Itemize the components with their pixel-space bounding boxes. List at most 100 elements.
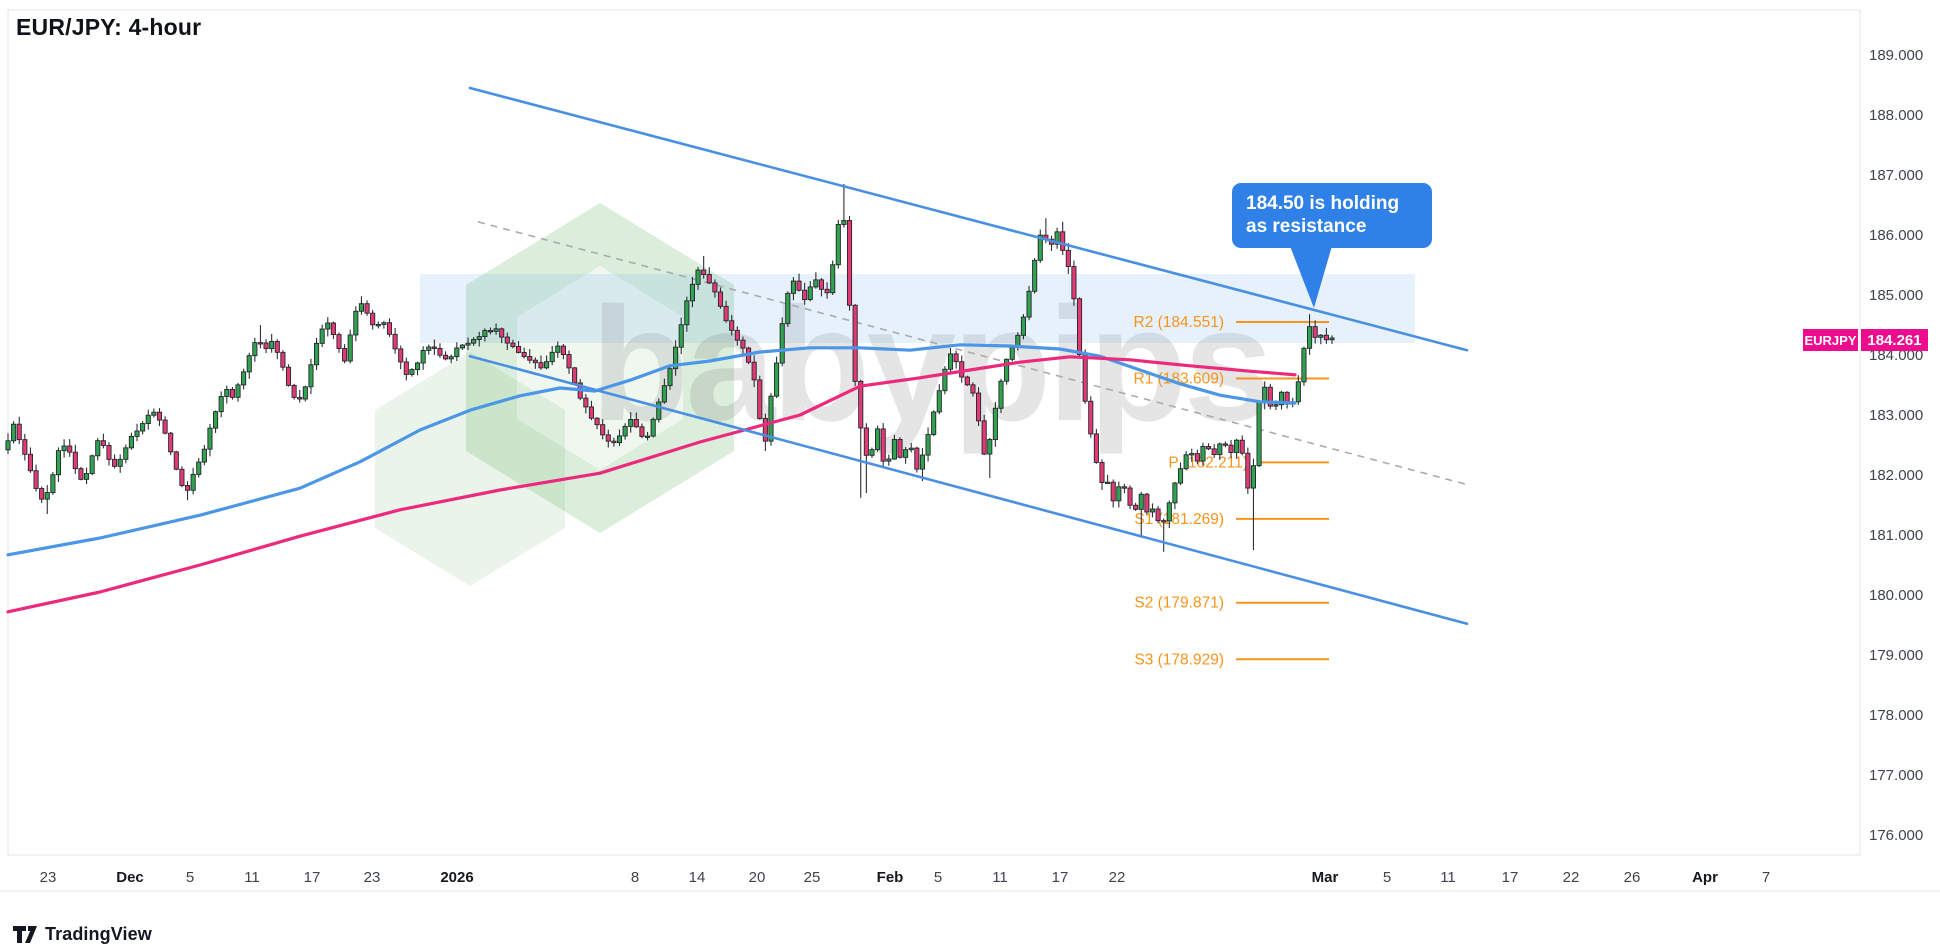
price-axis-label: 177.000 bbox=[1869, 767, 1923, 784]
candle-body bbox=[44, 492, 50, 500]
candle-body bbox=[1267, 386, 1273, 407]
ma-blue bbox=[6, 343, 1297, 557]
candle-body bbox=[476, 336, 482, 340]
candle-body bbox=[717, 291, 724, 307]
candle-body bbox=[128, 435, 134, 449]
candle-body bbox=[863, 427, 869, 456]
candle-body bbox=[314, 342, 320, 366]
price-axis-label: 185.000 bbox=[1869, 287, 1923, 304]
candle-body bbox=[678, 324, 684, 348]
watermark-hexagon-faint bbox=[375, 352, 565, 586]
candle-body bbox=[1211, 448, 1217, 456]
candle-body bbox=[762, 418, 768, 442]
candle-body bbox=[1228, 444, 1234, 453]
price-axis[interactable]: 189.000 188.000 187.000 186.000 185.000 184.0… bbox=[1869, 47, 1923, 844]
candle-body bbox=[235, 384, 241, 398]
candle-body bbox=[1166, 502, 1172, 522]
candle-body bbox=[622, 425, 628, 437]
candle-body bbox=[1323, 334, 1329, 341]
candle-body bbox=[998, 380, 1004, 409]
ma-pink bbox=[6, 355, 1297, 614]
candle-body bbox=[835, 224, 841, 266]
candle-body bbox=[5, 440, 11, 451]
candle-body bbox=[1189, 453, 1195, 456]
candle-body bbox=[398, 348, 404, 363]
candle-body bbox=[112, 458, 118, 467]
chart-frame bbox=[0, 9, 1940, 892]
candle-body bbox=[1301, 347, 1307, 383]
candle-body bbox=[1020, 316, 1026, 336]
price-axis-label: 181.000 bbox=[1869, 527, 1923, 544]
candle-body bbox=[285, 366, 292, 386]
candle-body bbox=[645, 435, 651, 438]
date-axis-label: 11 bbox=[992, 869, 1008, 886]
candle-body bbox=[992, 407, 998, 440]
candle-body bbox=[386, 322, 393, 335]
candle-body bbox=[106, 445, 112, 460]
candle-body bbox=[443, 354, 449, 360]
price-axis-label: 187.000 bbox=[1869, 167, 1923, 184]
pivot-label: S1 (181.269) bbox=[1134, 511, 1224, 528]
candle-body bbox=[953, 353, 959, 363]
candle-body bbox=[824, 288, 830, 294]
candle-body bbox=[196, 461, 202, 475]
date-axis-label: 11 bbox=[244, 869, 260, 886]
candle-body bbox=[448, 356, 454, 360]
date-axis-label: 22 bbox=[1109, 869, 1126, 886]
candle-body bbox=[510, 342, 516, 347]
candle-body bbox=[796, 280, 802, 291]
candle-body bbox=[1121, 486, 1127, 489]
candle-body bbox=[55, 450, 62, 476]
candles-layer bbox=[5, 184, 1335, 552]
candle-body bbox=[774, 362, 780, 397]
candle-body bbox=[16, 423, 22, 441]
tradingview-logo-icon bbox=[13, 926, 37, 943]
candle-body bbox=[162, 419, 168, 434]
candle-body bbox=[919, 454, 926, 470]
candle-body bbox=[482, 330, 488, 338]
price-axis-label: 189.000 bbox=[1869, 47, 1923, 64]
last-price-badge: 184.261 bbox=[1861, 329, 1928, 351]
candle-body bbox=[1138, 493, 1144, 510]
date-axis-label: 23 bbox=[40, 869, 57, 886]
candle-body bbox=[22, 439, 28, 455]
candle-body bbox=[931, 411, 937, 436]
date-axis-label: 5 bbox=[934, 869, 942, 886]
candle-body bbox=[1217, 443, 1223, 456]
date-axis-label: 17 bbox=[304, 869, 321, 886]
date-axis[interactable]: 23 Dec 5 11 17 23 2026 8 14 20 25 Feb 5 11 17 22 Mar 5 11 1… bbox=[40, 869, 1771, 886]
candle-body bbox=[1133, 504, 1139, 510]
candle-body bbox=[100, 440, 106, 446]
candle-body bbox=[1250, 465, 1257, 489]
candle-body bbox=[729, 320, 735, 331]
tradingview-logo[interactable]: TradingView bbox=[12, 924, 152, 945]
candle-body bbox=[1060, 231, 1066, 251]
candle-body bbox=[78, 468, 84, 480]
candle-body bbox=[852, 304, 858, 382]
candle-body bbox=[964, 376, 970, 386]
candle-body bbox=[61, 445, 67, 452]
candle-body bbox=[229, 389, 235, 398]
annotation-callout[interactable]: 184.50 is holding as resistance bbox=[1232, 183, 1432, 248]
candle-body bbox=[1004, 358, 1010, 382]
candle-body bbox=[95, 440, 101, 457]
candle-body bbox=[869, 449, 875, 456]
price-axis-label: 178.000 bbox=[1869, 707, 1923, 724]
candle-body bbox=[656, 401, 662, 420]
candle-body bbox=[173, 451, 179, 470]
candle-body bbox=[566, 354, 572, 369]
candle-body bbox=[549, 351, 555, 363]
candle-body bbox=[684, 300, 690, 326]
candle-body bbox=[594, 417, 600, 426]
date-axis-label: 25 bbox=[804, 869, 821, 886]
candle-body bbox=[818, 279, 825, 290]
candle-body bbox=[459, 344, 465, 349]
candle-body bbox=[269, 340, 275, 350]
candle-body bbox=[1110, 481, 1116, 502]
annotation-line2: as resistance bbox=[1246, 216, 1367, 237]
candle-body bbox=[908, 447, 914, 451]
candle-body bbox=[1329, 337, 1335, 341]
candle-body bbox=[785, 292, 791, 325]
candle-body bbox=[83, 473, 90, 480]
